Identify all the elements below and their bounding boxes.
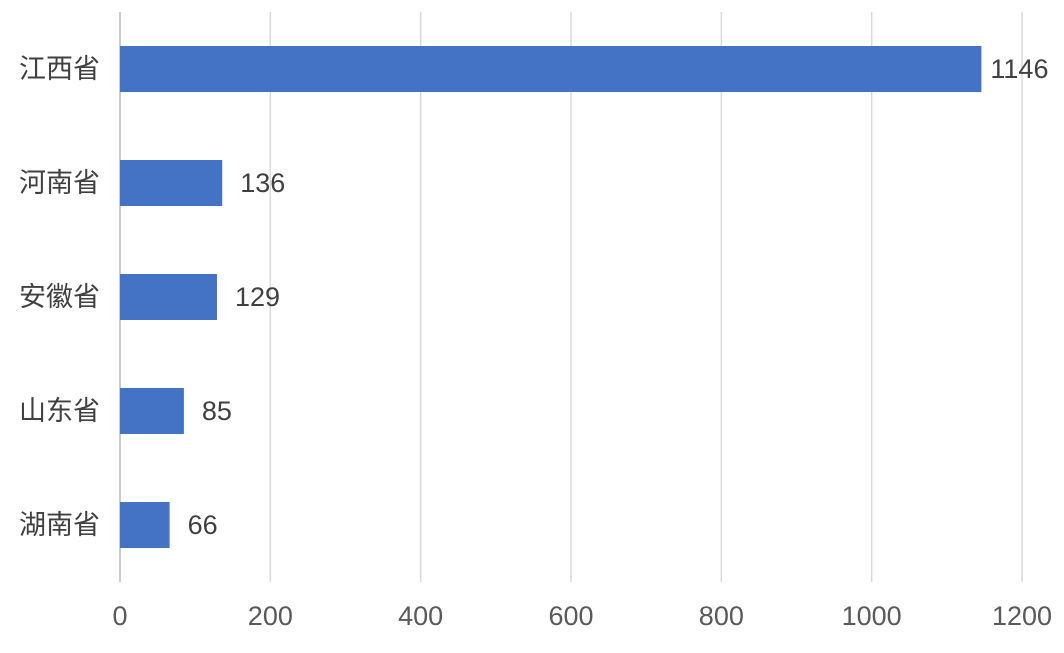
- data-label: 136: [240, 168, 285, 198]
- data-label: 85: [202, 396, 232, 426]
- x-tick-label: 600: [548, 601, 593, 631]
- x-tick-label: 1000: [842, 601, 902, 631]
- x-tick-label: 200: [248, 601, 293, 631]
- y-tick-label: 湖南省: [19, 510, 100, 540]
- bar: [120, 388, 184, 434]
- y-tick-label: 河南省: [19, 168, 100, 198]
- y-tick-label: 安徽省: [19, 282, 100, 312]
- x-tick-label: 800: [699, 601, 744, 631]
- bar: [120, 274, 217, 320]
- bar: [120, 160, 223, 206]
- x-tick-label: 1200: [992, 601, 1052, 631]
- y-tick-label: 山东省: [19, 396, 100, 426]
- bar: [120, 46, 982, 92]
- bar: [120, 502, 170, 548]
- data-label: 1146: [990, 54, 1048, 84]
- y-tick-label: 江西省: [19, 54, 100, 84]
- data-label: 129: [235, 282, 280, 312]
- x-tick-label: 0: [112, 601, 127, 631]
- x-tick-label: 400: [398, 601, 443, 631]
- data-label: 66: [188, 510, 218, 540]
